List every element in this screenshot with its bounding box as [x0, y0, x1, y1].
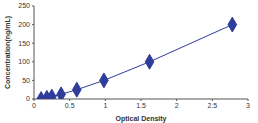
svg-text:2: 2: [175, 102, 179, 109]
svg-text:250: 250: [18, 2, 30, 9]
svg-text:1: 1: [103, 102, 107, 109]
svg-text:100: 100: [18, 58, 30, 65]
svg-text:0.5: 0.5: [65, 102, 75, 109]
svg-text:150: 150: [18, 40, 30, 47]
svg-text:Concentration(ng/mL): Concentration(ng/mL): [8, 16, 12, 89]
svg-text:0: 0: [32, 102, 36, 109]
svg-text:0: 0: [26, 95, 30, 102]
svg-text:200: 200: [18, 21, 30, 28]
svg-text:1.5: 1.5: [136, 102, 146, 109]
svg-text:50: 50: [22, 77, 30, 84]
svg-text:2.5: 2.5: [207, 102, 217, 109]
svg-text:3: 3: [246, 102, 250, 109]
svg-text:Optical Density: Optical Density: [116, 115, 167, 123]
